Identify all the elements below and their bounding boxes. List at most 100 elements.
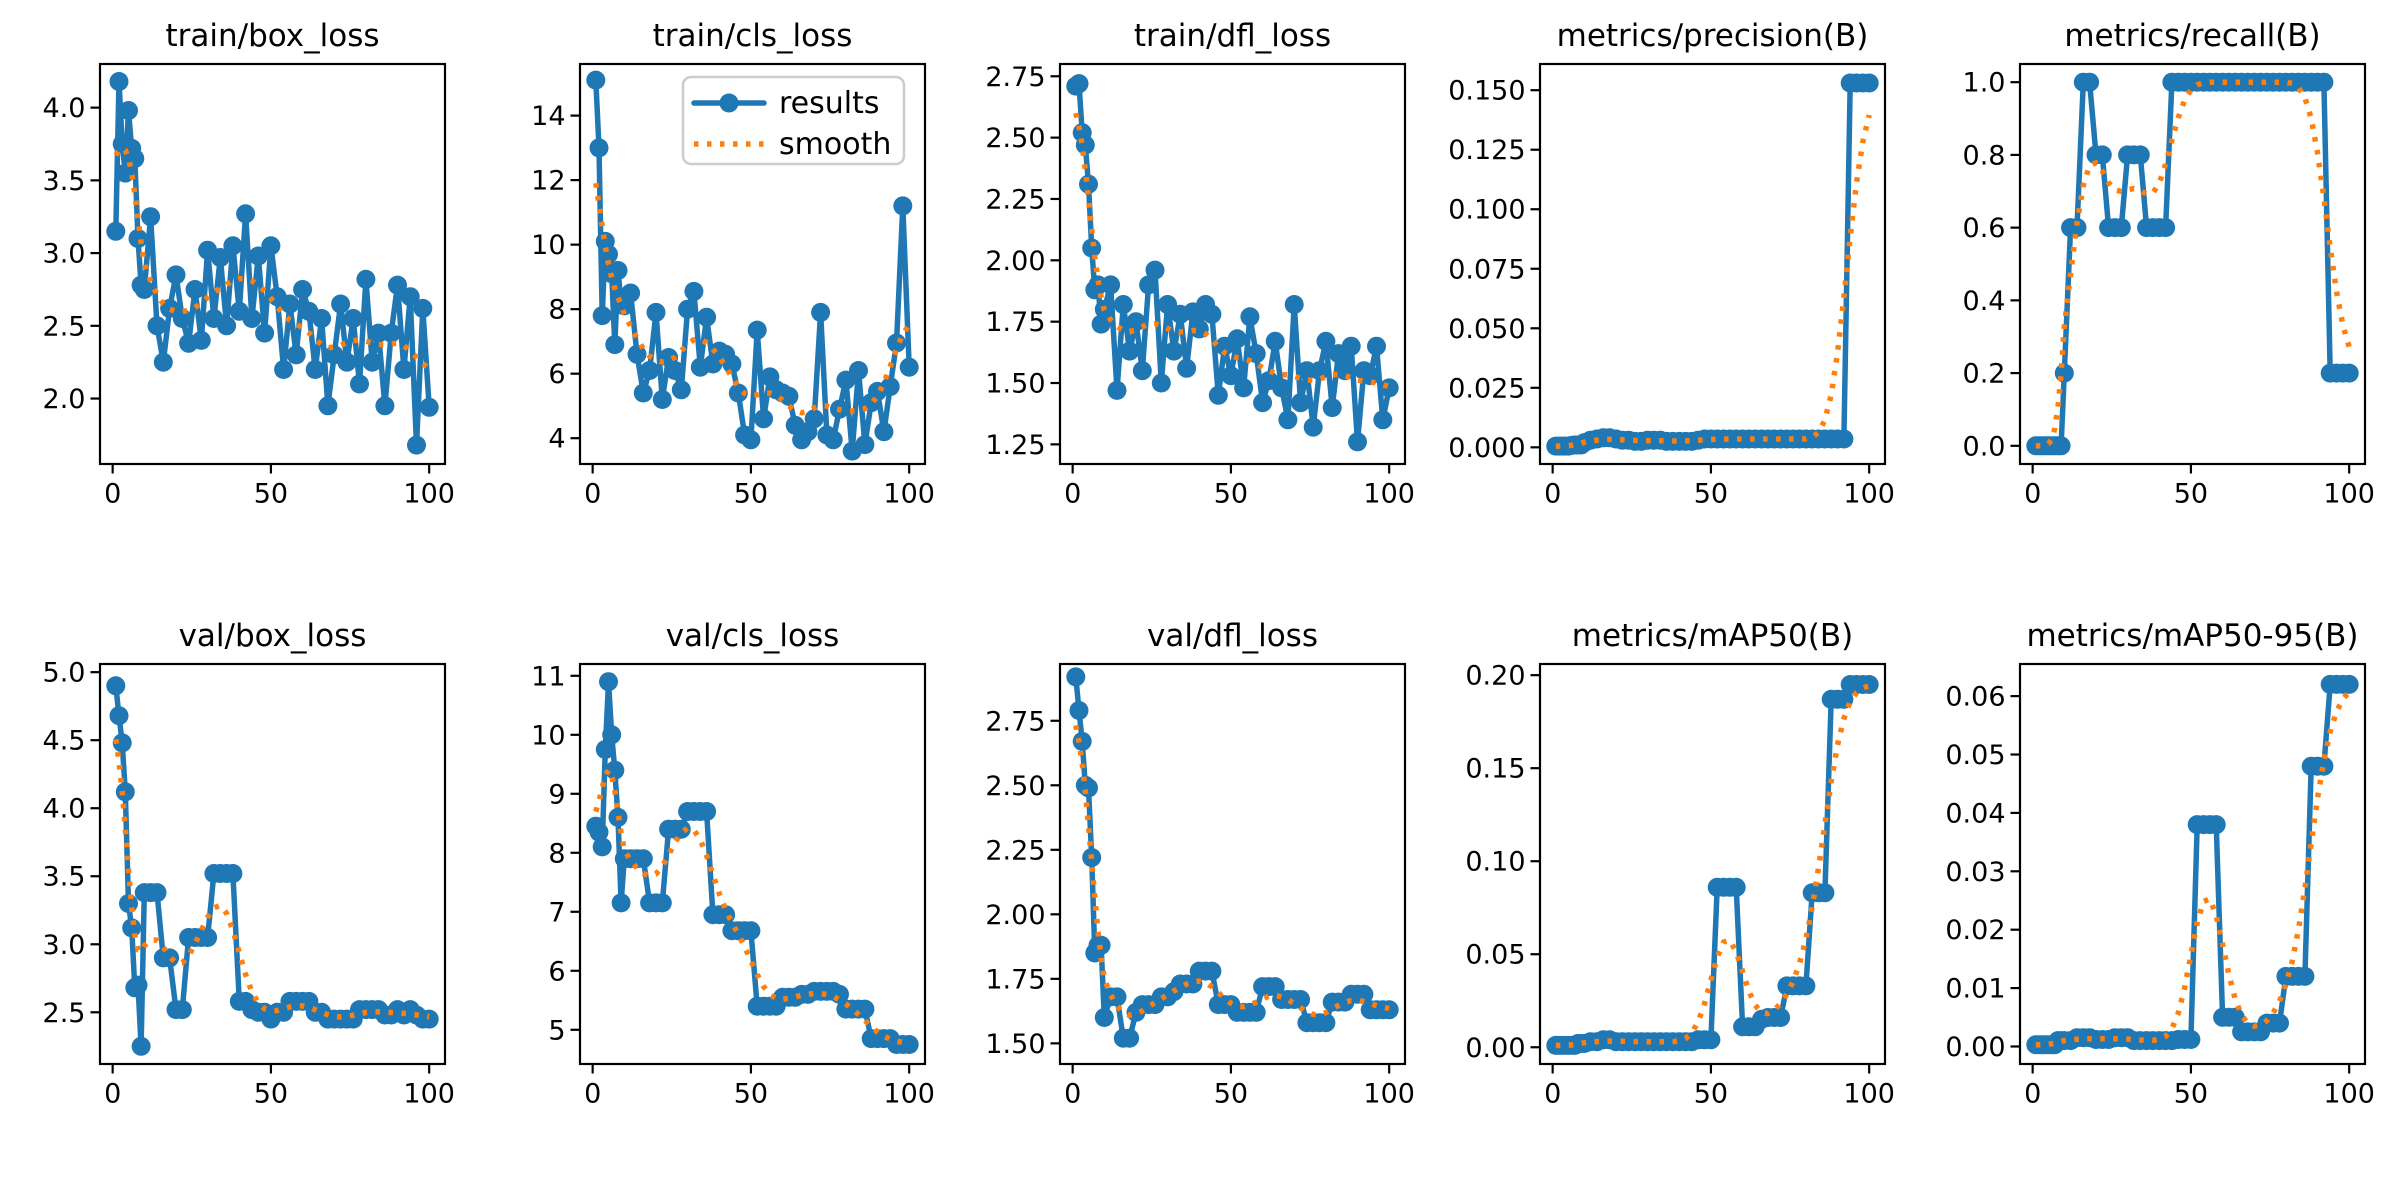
results-marker — [1139, 275, 1159, 295]
axes-spines — [1538, 62, 1887, 466]
chart-svg-val-cls-loss: val/cls_loss 0 50 100 5 6 7 8 9 10 11 — [531, 618, 935, 1110]
results-marker — [849, 361, 868, 380]
results-marker — [312, 309, 332, 328]
x-tick-label: 100 — [403, 479, 455, 510]
results-marker — [592, 306, 612, 326]
results-marker — [1113, 295, 1133, 314]
results-marker — [1272, 378, 1292, 398]
results-marker — [747, 320, 767, 340]
x-tick-label: 100 — [403, 1079, 455, 1110]
results-marker — [128, 975, 148, 995]
results-marker — [2225, 1007, 2245, 1027]
results-marker — [356, 269, 376, 289]
results-marker — [1253, 393, 1273, 413]
results-marker — [419, 1009, 439, 1029]
chart-svg-train-dfl-loss: train/dfl_loss 0 50 100 1.25 1.50 1.75 2.00 2.25… — [985, 18, 1415, 510]
results-marker — [684, 281, 704, 301]
axes-spines — [98, 62, 447, 466]
results-marker — [1101, 275, 1121, 295]
results-marker — [1815, 883, 1835, 903]
results-marker — [899, 1035, 919, 1054]
results-line — [2033, 79, 2352, 449]
results-marker — [1354, 984, 1374, 1004]
y-tick-label: 7 — [548, 897, 565, 928]
results-line — [113, 683, 432, 1050]
results-marker — [899, 357, 919, 377]
chart-title: metrics/recall(B) — [2064, 18, 2320, 54]
x-tick-label: 0 — [1064, 479, 1081, 510]
results-marker — [697, 802, 717, 821]
results-marker — [652, 893, 672, 913]
y-tick-label: 0.4 — [1963, 286, 2006, 317]
y-tick-label: 2.5 — [43, 998, 86, 1029]
y-tick-label: 4.5 — [43, 726, 86, 757]
chart-svg-val-dfl-loss: val/dfl_loss 0 50 100 1.50 1.75 2.00 2.25 2.50 2.… — [985, 618, 1415, 1110]
results-marker — [1202, 961, 1222, 981]
results-marker — [153, 352, 173, 372]
y-tick-label: 0.04 — [1945, 798, 2005, 829]
y-tick-label: 3.5 — [43, 166, 86, 197]
y-tick-label: 14 — [531, 101, 565, 132]
y-tick-label: 0.000 — [1448, 433, 1525, 464]
results-marker — [274, 360, 294, 379]
results-marker — [1322, 398, 1342, 418]
x-tick-label: 0 — [1544, 479, 1561, 510]
results-marker — [1859, 73, 1879, 93]
results-marker — [611, 893, 631, 913]
axes-spines — [1538, 662, 1887, 1066]
y-tick-label: 5 — [548, 1015, 565, 1046]
chart-title: metrics/mAP50-95(B) — [2026, 618, 2358, 654]
y-tick-label: 1.0 — [1963, 68, 2006, 99]
results-line — [1553, 681, 1872, 1049]
results-marker — [1360, 366, 1380, 386]
x-tick-label: 50 — [1214, 1079, 1248, 1110]
axes-spines — [2018, 62, 2367, 466]
y-tick-label: 0.10 — [1465, 847, 1525, 878]
results-marker — [2130, 145, 2150, 165]
y-tick-label: 8 — [548, 838, 565, 869]
results-marker — [388, 275, 407, 295]
results-marker — [1284, 295, 1304, 314]
y-tick-label: 1.50 — [985, 369, 1045, 400]
results-marker — [1726, 877, 1746, 897]
results-marker — [2339, 363, 2359, 383]
y-tick-label: 0.15 — [1465, 754, 1525, 785]
results-marker — [109, 706, 129, 726]
chart-cell-train-box-loss: train/box_loss 0 50 100 2.0 2.5 3.0 3.5 4.0 — [0, 0, 480, 600]
results-marker — [887, 333, 906, 353]
y-tick-label: 2.50 — [985, 123, 1045, 154]
results-marker — [1221, 366, 1241, 386]
results-marker — [400, 287, 420, 307]
smooth-line — [1073, 724, 1390, 1019]
results-line — [1553, 80, 1872, 449]
axes-spines — [578, 62, 927, 466]
y-tick-label: 3.5 — [43, 862, 86, 893]
results-marker — [305, 360, 325, 379]
results-marker — [318, 396, 338, 416]
chart-cell-val-cls-loss: val/cls_loss 0 50 100 5 6 7 8 9 10 11 — [480, 600, 960, 1200]
chart-cell-train-dfl-loss: train/dfl_loss 0 50 100 1.25 1.50 1.75 2.00 2.25… — [960, 0, 1440, 600]
chart-cell-train-cls-loss: train/cls_loss 0 50 100 4 6 8 10 12 14 results smoo… — [480, 0, 960, 600]
y-tick-label: 1.25 — [985, 430, 1045, 461]
y-tick-label: 4 — [548, 424, 565, 455]
chart-title: val/cls_loss — [666, 618, 840, 654]
results-marker — [112, 733, 132, 753]
results-marker — [1202, 304, 1222, 324]
results-marker — [147, 883, 167, 903]
results-marker — [1066, 667, 1086, 687]
results-marker — [855, 435, 875, 455]
results-marker — [1341, 336, 1361, 356]
results-marker — [191, 330, 211, 350]
y-tick-label: 2.00 — [985, 246, 1045, 277]
y-tick-label: 6 — [548, 956, 565, 987]
results-marker — [172, 1000, 192, 1020]
chart-cell-metrics-mAP50-B: metrics/mAP50(B) 0 50 100 0.00 0.05 0.10 0.15 0.… — [1440, 600, 1920, 1200]
y-tick-label: 0.6 — [1963, 213, 2006, 244]
y-tick-label: 10 — [531, 720, 565, 751]
results-marker — [242, 309, 262, 328]
x-tick-label: 50 — [2174, 479, 2208, 510]
x-tick-label: 100 — [883, 1079, 935, 1110]
results-marker — [1072, 731, 1092, 751]
y-tick-label: 0.100 — [1448, 195, 1525, 226]
results-marker — [160, 948, 180, 968]
